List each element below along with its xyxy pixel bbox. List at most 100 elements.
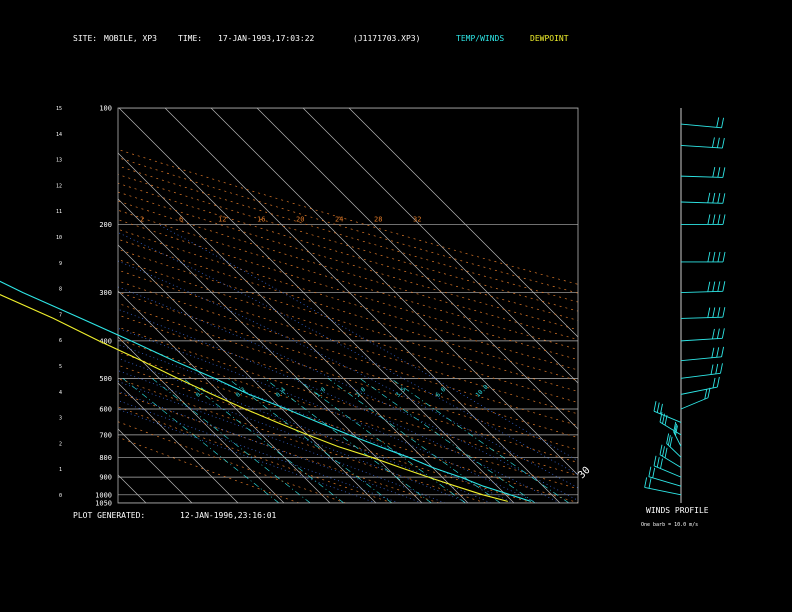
saturated-adiabat-line — [118, 286, 578, 501]
dry-adiabat-line — [118, 392, 440, 503]
temperature-tick-label: 30 — [576, 465, 592, 481]
dry-adiabat-line — [118, 406, 393, 503]
dry-adiabat-label: 2 — [140, 215, 144, 223]
time-value: 17-JAN-1993,17:03:22 — [218, 34, 315, 43]
mixing-ratio-line — [359, 378, 536, 503]
isotherm-line — [0, 108, 100, 503]
height-tick-label: 15 — [56, 106, 62, 112]
isotherm-line — [118, 428, 193, 503]
pressure-tick-label: 100 — [99, 105, 112, 113]
mixing-ratio-line — [264, 378, 432, 503]
wind-barb — [659, 412, 682, 436]
isotherm-line — [256, 108, 578, 430]
height-tick-label: 2 — [59, 441, 62, 447]
dry-adiabat-line — [118, 157, 578, 294]
saturated-adiabat-line — [118, 260, 578, 489]
mixing-ratio-label: 1.0 — [314, 386, 327, 399]
dry-adiabat-label: 6 — [179, 215, 183, 223]
dry-adiabat-line — [118, 228, 578, 371]
mixing-ratio-line — [295, 378, 466, 503]
mixing-ratio-label: 3.5 — [394, 386, 407, 399]
saturated-adiabat-line — [118, 381, 446, 503]
pressure-tick-label: 400 — [99, 337, 112, 345]
mixing-ratio-line — [183, 378, 344, 503]
height-tick-label: 8 — [59, 287, 62, 293]
isotherm-line — [118, 244, 377, 503]
saturated-adiabat-line — [118, 370, 469, 503]
height-tick-label: 0 — [59, 493, 62, 499]
dry-adiabat-line — [118, 174, 578, 312]
isotherm-line — [118, 336, 285, 503]
wind-barb — [680, 192, 726, 204]
saturated-adiabat-line — [118, 390, 423, 503]
dry-adiabat-line — [118, 280, 578, 426]
plot-border — [117, 107, 579, 504]
dry-adiabat-line — [118, 364, 533, 503]
legend-temp-winds: TEMP/WINDS — [456, 34, 505, 43]
height-tick-label: 9 — [59, 261, 62, 267]
height-tick-label: 12 — [56, 183, 62, 189]
isotherm-line — [118, 108, 515, 503]
dry-adiabat-line — [118, 326, 578, 476]
barb-note: One barb = 10.0 m/s — [641, 522, 699, 528]
isotherm-line — [0, 108, 8, 503]
mixing-ratio-label: 0.1 — [194, 386, 207, 399]
dry-adiabat-label: 20 — [296, 215, 304, 223]
mixing-ratio-label: 2.0 — [354, 386, 367, 399]
plot-labels: 1002003004005006007008009001000105001234… — [56, 105, 593, 508]
dry-adiabat-label: 28 — [374, 215, 382, 223]
wind-barb — [680, 117, 725, 129]
dewpoint-line — [0, 294, 508, 502]
dry-adiabat-line — [118, 219, 578, 361]
dry-adiabat-line — [118, 191, 578, 331]
height-tick-label: 7 — [59, 312, 62, 318]
wind-barb — [680, 346, 725, 362]
mixing-ratio-label: 10.0 — [474, 383, 489, 398]
plot-area-lines — [0, 108, 578, 503]
dry-adiabat-line — [118, 209, 578, 350]
plot-generated-label: PLOT GENERATED: — [73, 511, 146, 520]
pressure-tick-label: 500 — [99, 375, 112, 383]
dry-adiabat-line — [118, 259, 578, 403]
height-tick-label: 6 — [59, 338, 62, 344]
mixing-ratio-line — [122, 378, 280, 503]
pressure-tick-label: 700 — [99, 431, 112, 439]
wind-barb — [644, 477, 682, 496]
pressure-tick-label: 1050 — [95, 500, 112, 508]
pressure-tick-label: 1000 — [95, 491, 112, 499]
mixing-ratio-line — [151, 378, 311, 503]
height-tick-label: 13 — [56, 158, 62, 164]
isotherm-line — [210, 108, 578, 476]
file-id: (J1171703.XP3) — [353, 34, 421, 43]
isotherm-line — [118, 382, 239, 503]
wind-barb — [680, 166, 726, 178]
isotherm-line — [118, 290, 331, 503]
isotherm-line — [118, 474, 147, 503]
wind-barb — [680, 281, 726, 294]
plot-grid — [0, 107, 579, 504]
dry-adiabat-line — [118, 302, 578, 451]
saturated-adiabat-line — [118, 327, 538, 503]
pressure-tick-label: 900 — [99, 474, 112, 482]
dry-adiabat-label: 16 — [257, 215, 265, 223]
mixing-ratio-line — [390, 378, 570, 503]
height-tick-label: 1 — [59, 467, 62, 473]
pressure-tick-label: 600 — [99, 405, 112, 413]
saturated-adiabat-line — [158, 224, 578, 462]
saturated-adiabat-line — [118, 308, 561, 503]
site-label: SITE: — [73, 34, 98, 43]
wind-barb — [680, 328, 725, 342]
dry-adiabat-line — [118, 165, 578, 303]
mixing-ratio-label: 6.0 — [434, 386, 447, 399]
wind-barb — [666, 433, 682, 458]
isotherm-line — [118, 152, 469, 503]
dry-adiabat-label: 12 — [218, 215, 226, 223]
legend-dewpoint: DEWPOINT — [530, 34, 569, 43]
wind-barb — [680, 376, 720, 395]
wind-barb — [653, 401, 682, 423]
height-tick-label: 3 — [59, 416, 62, 422]
height-tick-label: 11 — [56, 209, 62, 215]
dry-adiabat-line — [118, 238, 578, 381]
pressure-tick-label: 300 — [99, 289, 112, 297]
wind-barb — [659, 444, 682, 468]
